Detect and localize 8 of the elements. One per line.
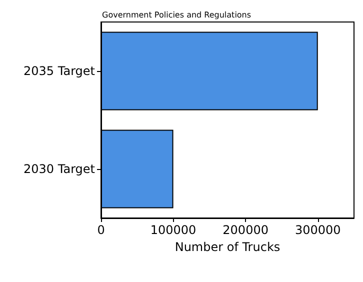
- x-tick-label: 0: [97, 223, 105, 237]
- x-tick-label: 200000: [222, 223, 268, 237]
- x-tick-label: 100000: [150, 223, 196, 237]
- y-tick-label: 2035 Target: [24, 64, 96, 78]
- chart-title: Government Policies and Regulations: [102, 10, 252, 20]
- x-tick-label: 300000: [294, 223, 341, 237]
- x-axis-title: Number of Trucks: [174, 240, 280, 254]
- y-tick-label: 2030 Target: [24, 162, 96, 176]
